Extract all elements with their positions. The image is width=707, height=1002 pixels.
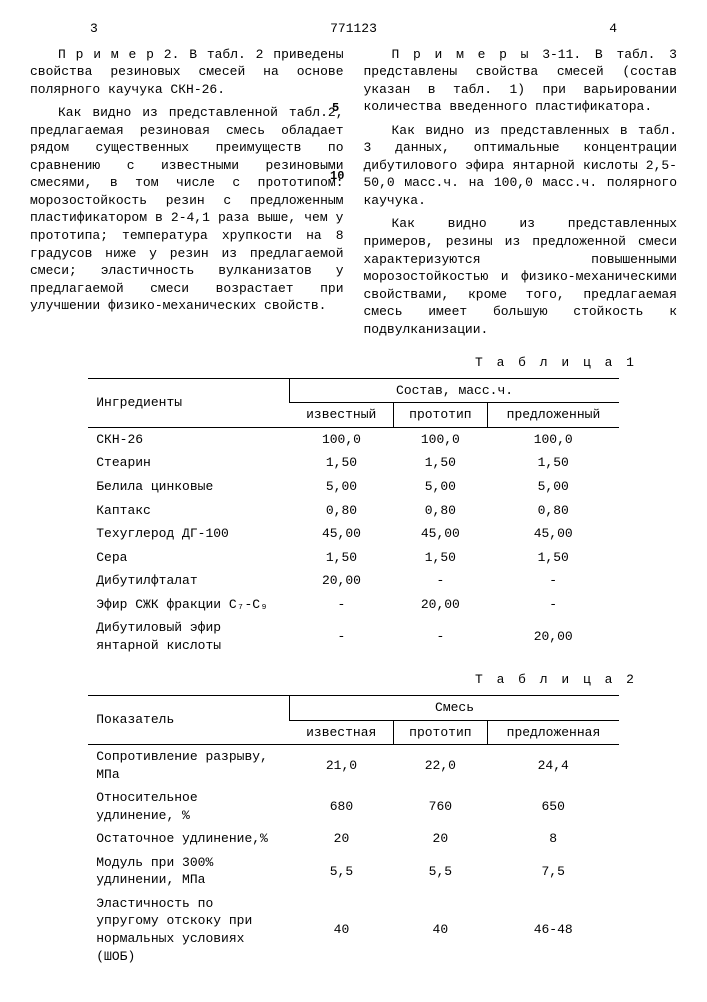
- right-paragraph-2: Как видно из представленных в табл. 3 да…: [364, 122, 678, 210]
- table-1-col-header: Ингредиенты: [88, 378, 290, 427]
- table-1-subheader-2: прототип: [393, 403, 488, 428]
- row-label: Модуль при 300% удлинении, МПа: [88, 851, 290, 892]
- row-cell: -: [290, 616, 393, 657]
- table-row: Эластичность по упругому отскоку при нор…: [88, 892, 619, 968]
- row-cell: 650: [488, 786, 619, 827]
- row-label: Дибутилфталат: [88, 569, 290, 593]
- table-row: Модуль при 300% удлинении, МПа5,55,57,5: [88, 851, 619, 892]
- table-row: Белила цинковые5,005,005,00: [88, 475, 619, 499]
- row-cell: 5,00: [290, 475, 393, 499]
- text-columns: П р и м е р 2. В табл. 2 приведены свойс…: [30, 46, 677, 345]
- row-cell: 45,00: [393, 522, 488, 546]
- table-row: Стеарин1,501,501,50: [88, 451, 619, 475]
- line-number-10: 10: [330, 168, 344, 184]
- table-row: Остаточное удлинение,%20208: [88, 827, 619, 851]
- row-cell: 760: [393, 786, 488, 827]
- table-1-subheader-1: известный: [290, 403, 393, 428]
- table-row: Дибутилфталат20,00--: [88, 569, 619, 593]
- row-cell: 0,80: [393, 499, 488, 523]
- row-cell: 1,50: [488, 451, 619, 475]
- left-paragraph-2: Как видно из представленной табл.2, пред…: [30, 104, 344, 315]
- table-2-subheader-2: прототип: [393, 720, 488, 745]
- table-2-col-header: Показатель: [88, 695, 290, 744]
- row-cell: 20,00: [488, 616, 619, 657]
- row-cell: -: [393, 616, 488, 657]
- row-cell: 22,0: [393, 745, 488, 787]
- table-row: Сопротивление разрыву, МПа21,022,024,4: [88, 745, 619, 787]
- row-label: Стеарин: [88, 451, 290, 475]
- page-header: 3 771123 4: [30, 20, 677, 38]
- row-cell: 680: [290, 786, 393, 827]
- table-2-group-header: Смесь: [290, 695, 619, 720]
- row-cell: 1,50: [393, 546, 488, 570]
- row-cell: 8: [488, 827, 619, 851]
- page-number-right: 4: [609, 20, 617, 38]
- row-label: Эластичность по упругому отскоку при нор…: [88, 892, 290, 968]
- table-row: Эфир СЖК фракции С₇-С₉-20,00-: [88, 593, 619, 617]
- document-number: 771123: [330, 20, 377, 38]
- row-label: Сера: [88, 546, 290, 570]
- row-label: Эфир СЖК фракции С₇-С₉: [88, 593, 290, 617]
- row-cell: 5,5: [393, 851, 488, 892]
- row-cell: 5,00: [393, 475, 488, 499]
- row-label: Техуглерод ДГ-100: [88, 522, 290, 546]
- row-label: Дибутиловый эфир янтарной кислоты: [88, 616, 290, 657]
- table-2-subheader-3: предложенная: [488, 720, 619, 745]
- table-1-group-header: Состав, масс.ч.: [290, 378, 619, 403]
- row-label: СКН-26: [88, 427, 290, 451]
- row-cell: 20: [290, 827, 393, 851]
- row-cell: 1,50: [488, 546, 619, 570]
- row-cell: 5,5: [290, 851, 393, 892]
- table-2-label: Т а б л и ц а 2: [30, 671, 637, 689]
- table-row: Дибутиловый эфир янтарной кислоты--20,00: [88, 616, 619, 657]
- table-1-label: Т а б л и ц а 1: [30, 354, 637, 372]
- right-paragraph-3: Как видно из представленных примеров, ре…: [364, 215, 678, 338]
- table-row: Техуглерод ДГ-10045,0045,0045,00: [88, 522, 619, 546]
- row-label: Относительное удлинение, %: [88, 786, 290, 827]
- table-2-subheader-1: известная: [290, 720, 393, 745]
- line-number-5: 5: [332, 100, 339, 116]
- row-cell: 1,50: [393, 451, 488, 475]
- row-label: Белила цинковые: [88, 475, 290, 499]
- row-cell: 100,0: [488, 427, 619, 451]
- row-cell: 0,80: [290, 499, 393, 523]
- table-row: Относительное удлинение, %680760650: [88, 786, 619, 827]
- row-cell: 5,00: [488, 475, 619, 499]
- right-paragraph-1: П р и м е р ы 3-11. В табл. 3 представле…: [364, 46, 678, 116]
- row-cell: 7,5: [488, 851, 619, 892]
- table-2: Показатель Смесь известная прототип пред…: [88, 695, 619, 968]
- row-cell: -: [290, 593, 393, 617]
- page-number-left: 3: [90, 20, 98, 38]
- table-row: Сера1,501,501,50: [88, 546, 619, 570]
- left-paragraph-1: П р и м е р 2. В табл. 2 приведены свойс…: [30, 46, 344, 99]
- right-column: П р и м е р ы 3-11. В табл. 3 представле…: [364, 46, 678, 345]
- row-cell: 40: [290, 892, 393, 968]
- table-1-subheader-3: предложенный: [488, 403, 619, 428]
- row-cell: 45,00: [290, 522, 393, 546]
- row-cell: 0,80: [488, 499, 619, 523]
- row-cell: 1,50: [290, 546, 393, 570]
- left-column: П р и м е р 2. В табл. 2 приведены свойс…: [30, 46, 344, 345]
- row-cell: 100,0: [290, 427, 393, 451]
- row-cell: 20: [393, 827, 488, 851]
- row-cell: 20,00: [290, 569, 393, 593]
- row-cell: 45,00: [488, 522, 619, 546]
- row-cell: 20,00: [393, 593, 488, 617]
- row-cell: 100,0: [393, 427, 488, 451]
- table-row: Каптакс0,800,800,80: [88, 499, 619, 523]
- row-cell: -: [488, 593, 619, 617]
- row-cell: -: [393, 569, 488, 593]
- row-cell: -: [488, 569, 619, 593]
- table-1: Ингредиенты Состав, масс.ч. известный пр…: [88, 378, 619, 658]
- row-label: Сопротивление разрыву, МПа: [88, 745, 290, 787]
- row-label: Остаточное удлинение,%: [88, 827, 290, 851]
- row-cell: 46-48: [488, 892, 619, 968]
- row-cell: 1,50: [290, 451, 393, 475]
- row-cell: 24,4: [488, 745, 619, 787]
- table-row: СКН-26100,0100,0100,0: [88, 427, 619, 451]
- row-cell: 40: [393, 892, 488, 968]
- row-cell: 21,0: [290, 745, 393, 787]
- row-label: Каптакс: [88, 499, 290, 523]
